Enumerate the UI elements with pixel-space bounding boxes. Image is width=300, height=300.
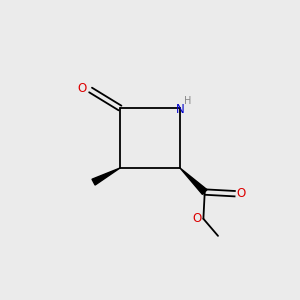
Text: O: O [193,212,202,225]
Polygon shape [180,168,207,194]
Text: O: O [77,82,87,95]
Text: H: H [184,96,191,106]
Text: N: N [176,103,185,116]
Text: O: O [237,187,246,200]
Polygon shape [92,168,120,185]
